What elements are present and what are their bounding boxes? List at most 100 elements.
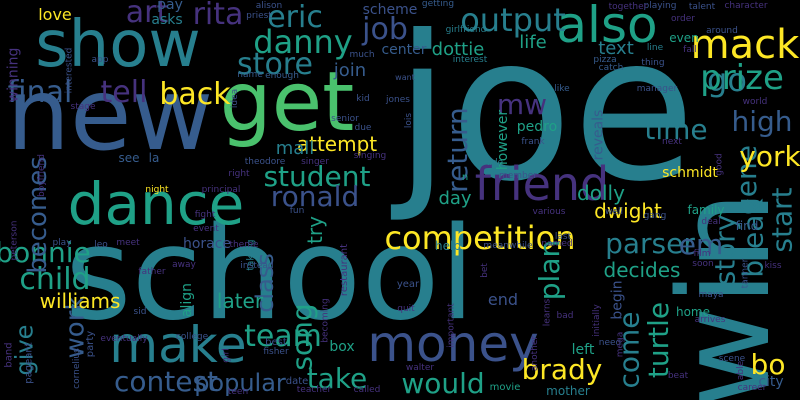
word-end: end [487, 290, 519, 309]
word-would: would [401, 367, 485, 400]
word-meanwhile: meanwhile [483, 240, 533, 251]
word-city: city [758, 374, 784, 390]
word-pay: pay [157, 0, 183, 13]
word-team: team [244, 319, 322, 354]
word-reveals: reveals [589, 109, 606, 161]
word-mega: mega [615, 331, 626, 357]
word-play: play [52, 237, 72, 248]
word-father: father [138, 266, 166, 277]
word-start: start [766, 187, 799, 253]
word-beat: beat [667, 370, 689, 381]
word-center: center [381, 42, 427, 58]
word-leo: leo [94, 239, 108, 250]
word-able: able [736, 360, 747, 380]
word-event: event [193, 223, 219, 234]
word-kiss: kiss [764, 260, 782, 271]
word-dolly: dolly [577, 181, 625, 205]
word-turtle: turtle [641, 301, 675, 379]
word-high: high [731, 105, 793, 138]
word-meet: meet [116, 237, 140, 248]
word-york: york [739, 140, 800, 173]
word-go: go [707, 61, 747, 99]
word-asks: asks [151, 12, 183, 28]
word-well: well [605, 206, 623, 217]
word-girlfriend: girlfriend [445, 24, 487, 35]
word-gang: gang [643, 210, 667, 221]
word-box: box [329, 339, 355, 355]
word-frank: frank [521, 136, 545, 147]
word-next: next [662, 136, 682, 147]
word-family: family [687, 203, 725, 217]
word-together: together [608, 1, 648, 12]
word-restaurant: restaurant [338, 243, 350, 297]
word-stage: stage [70, 101, 96, 112]
word-senior: senior [331, 113, 359, 124]
word-child: child [19, 262, 91, 297]
word-theme: theme [229, 239, 259, 250]
word-best: best [265, 337, 287, 348]
word-show: show [35, 8, 201, 82]
word-party: party [85, 330, 96, 358]
word-schmidt: schmidt [662, 165, 718, 181]
word-world: world [742, 96, 768, 107]
word-thing: thing [641, 57, 665, 68]
word-theodore: theodore [244, 156, 286, 167]
word-teen: teen [227, 386, 249, 397]
word-deal: deal [701, 216, 721, 227]
word-college: college [175, 331, 209, 342]
word-bet: bet [479, 262, 490, 278]
word-see: see [118, 151, 140, 165]
word-eric: eric [267, 0, 323, 35]
word-need: need [598, 337, 622, 348]
word-kid: kid [356, 93, 370, 104]
word-store: store [237, 47, 313, 82]
word-manager: manager [636, 83, 678, 94]
word-becoming: becoming [320, 297, 331, 343]
word-priest: priest [246, 10, 272, 21]
word-scene: scene [718, 353, 746, 364]
word-good: good [714, 152, 725, 176]
word-night: night [145, 184, 169, 195]
word-catch: catch [598, 62, 624, 73]
word-away: away [172, 259, 196, 270]
word-fisher: fisher [263, 346, 289, 357]
word-much: much [349, 49, 375, 60]
word-attempt: attempt [296, 132, 378, 156]
word-want: want [395, 73, 415, 82]
word-jones: jones [386, 94, 410, 105]
word-life: life [519, 32, 547, 53]
word-getting: getting [421, 0, 455, 9]
word-learns: learns [542, 298, 553, 326]
word-also: also [556, 0, 658, 54]
word-boyfriend: boyfriend [36, 153, 47, 197]
word-alison: alison [255, 0, 283, 11]
word-try: try [303, 216, 327, 244]
word-friend: friend [474, 157, 610, 211]
word-new: new [6, 56, 214, 173]
word-ronald: ronald [270, 180, 360, 213]
word-take: take [306, 362, 368, 395]
word-around: around [706, 25, 738, 36]
word-important: important [446, 302, 457, 348]
word-home: home [675, 305, 711, 319]
word-idea: idea [230, 88, 241, 108]
word-instead: instead [240, 260, 274, 271]
word-talent: talent [688, 1, 716, 12]
word-name: name [237, 69, 263, 80]
word-line: line [646, 42, 664, 53]
word-contest: contest [113, 365, 219, 398]
word-sid: sid [133, 306, 147, 317]
word-career: career [737, 382, 767, 393]
word-song: song [286, 303, 319, 371]
word-girl: girl [221, 347, 232, 363]
word-singer: singer [301, 156, 329, 167]
word-singing: singing [353, 150, 387, 161]
word-final: final [7, 75, 73, 110]
word-member: member [498, 170, 538, 181]
word-tell: tell [100, 75, 148, 110]
word-date: date [285, 376, 309, 387]
word-brady: brady [521, 353, 603, 386]
word-named: named [541, 238, 573, 249]
word-peterson: peterson [9, 220, 20, 260]
word-cornelius: cornelius [71, 347, 82, 389]
